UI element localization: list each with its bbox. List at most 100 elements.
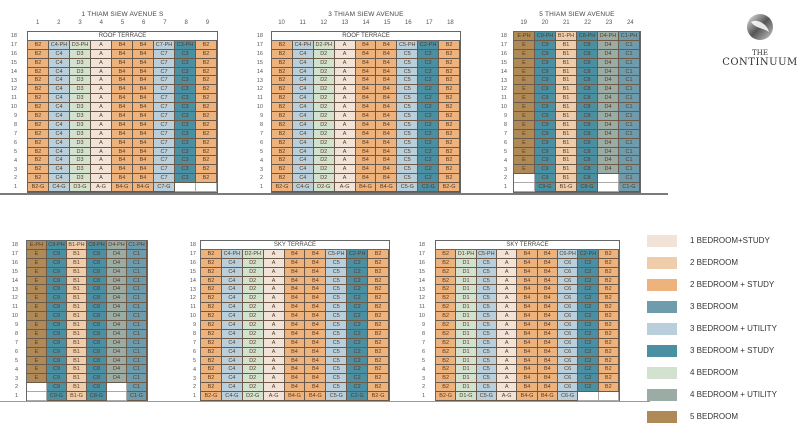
- floor-row: B2 C4 D3 A B4 B4 C7 C3 B2: [28, 94, 217, 104]
- unit-cell: C1: [619, 94, 640, 104]
- unit-cell: B2: [598, 329, 619, 339]
- unit-cell: A: [91, 103, 112, 113]
- unit-cell: B2: [436, 258, 457, 268]
- unit-cell: B4-G: [112, 183, 133, 193]
- floor-label: 6: [14, 348, 18, 355]
- legend-swatch: [647, 235, 677, 247]
- unit-cell: C1: [619, 112, 640, 121]
- unit-cell: B2: [598, 294, 619, 304]
- floor-label: 10: [10, 104, 17, 111]
- unit-cell: C5: [476, 329, 497, 339]
- unit-cell: B2: [201, 338, 222, 348]
- unit-cell: D2: [242, 312, 264, 322]
- unit-cell: B2: [196, 156, 217, 166]
- unit-cell: B4: [376, 120, 398, 130]
- unit-cell: B4: [517, 267, 538, 277]
- unit-cell: C4: [221, 365, 243, 375]
- unit-cell: B4: [537, 374, 558, 384]
- unit-cell: B4: [284, 347, 306, 357]
- unit-cell: B4: [133, 147, 154, 157]
- unit-cell: C5: [326, 276, 348, 286]
- floor-label: 7: [503, 130, 507, 137]
- unit-cell: B2: [598, 356, 619, 366]
- floor-label: 18: [11, 242, 18, 248]
- unit-cell: D1: [456, 303, 477, 313]
- floor-row: E C9 B1 C8 D4 C1: [514, 76, 640, 86]
- unit-cell: B4: [133, 58, 154, 68]
- unit-cell: D2: [242, 267, 264, 277]
- unit-cell: C2: [418, 85, 440, 95]
- unit-cell: D1-G: [456, 392, 477, 402]
- unit-cell: B4: [537, 356, 558, 366]
- unit-cell: B4: [133, 165, 154, 175]
- unit-cell: B4: [355, 94, 377, 104]
- unit-cell: B2: [598, 285, 619, 295]
- unit-cell: B4: [517, 285, 538, 295]
- unit-cell: D2: [242, 276, 264, 286]
- unit-cell: A: [334, 112, 356, 121]
- unit-cell: A: [334, 165, 356, 175]
- unit-cell: C1: [619, 67, 640, 77]
- unit-cell: B2: [598, 383, 619, 393]
- floor-label: 10: [500, 104, 507, 111]
- unit-cell: B4: [112, 165, 133, 175]
- unit-cell: B4: [305, 294, 327, 304]
- unit-cell: D3: [70, 156, 91, 166]
- unit-cell: B2: [272, 76, 293, 86]
- unit-cell: B4: [112, 49, 133, 59]
- unit-cell: C6: [557, 365, 579, 375]
- floor-label: 2: [503, 175, 507, 182]
- unit-cell: A: [91, 174, 112, 184]
- floor-label: 11: [419, 304, 425, 311]
- floor-label: 15: [11, 268, 18, 275]
- unit-cell: E: [514, 156, 535, 166]
- unit-cell: C2: [418, 129, 440, 139]
- column-number: 1: [35, 20, 40, 26]
- empty-unit-cell: [598, 392, 619, 402]
- floor-label: 7: [421, 339, 425, 346]
- floor-label: 18: [189, 242, 196, 248]
- unit-cell: D3-G: [70, 183, 91, 193]
- floor-label: 1: [421, 393, 425, 400]
- unit-cell: B4: [133, 67, 154, 77]
- floor-label: 3: [421, 375, 425, 382]
- unit-cell: D4: [107, 249, 127, 259]
- floor-label: 4: [503, 157, 507, 164]
- unit-cell: B4: [305, 321, 327, 330]
- unit-cell: B2: [439, 138, 461, 148]
- unit-cell: A: [496, 338, 518, 348]
- unit-cell: B4: [133, 94, 154, 104]
- floor-row: B2 C4-PH D2-PH A B4 B4 C5-PH C2-PH B2: [272, 40, 461, 50]
- floor-row: B2 C4 D2 A B4 B4 C5 C2 B2: [201, 258, 390, 268]
- unit-cell: D4: [107, 258, 127, 268]
- empty-unit-cell: [514, 174, 535, 184]
- unit-cell: D2: [313, 120, 335, 130]
- unit-cell: D2: [313, 147, 335, 157]
- unit-cell: C1-G: [127, 392, 147, 402]
- floor-row: E C9 B1 C8 D4 C1: [514, 138, 640, 148]
- unit-cell: C2: [418, 58, 440, 68]
- unit-cell: B4: [284, 303, 306, 313]
- floor-row: E C9 B1 C8 D4 C1: [514, 94, 640, 104]
- unit-cell: B2: [28, 138, 49, 148]
- unit-cell: C1: [619, 174, 640, 184]
- unit-cell: A: [334, 85, 356, 95]
- unit-cell: C4: [221, 356, 243, 366]
- unit-cell: C4: [49, 58, 70, 68]
- unit-cell: C4: [49, 147, 70, 157]
- unit-cell: A-G: [496, 392, 518, 402]
- unit-cell: B4: [112, 156, 133, 166]
- unit-cell: B4: [355, 138, 377, 148]
- floor-label: 12: [256, 86, 263, 93]
- unit-cell: C2: [418, 103, 440, 113]
- unit-cell: D4: [598, 120, 619, 130]
- unit-cell: B2: [201, 347, 222, 357]
- unit-cell: B2: [28, 112, 49, 121]
- unit-cell: B4-G: [537, 392, 558, 402]
- unit-cell: A: [91, 58, 112, 68]
- unit-cell: B4: [305, 303, 327, 313]
- unit-cell: C3: [175, 165, 196, 175]
- unit-cell: C3: [175, 138, 196, 148]
- unit-cell: B2: [368, 303, 390, 313]
- unit-cell: C9: [535, 76, 556, 86]
